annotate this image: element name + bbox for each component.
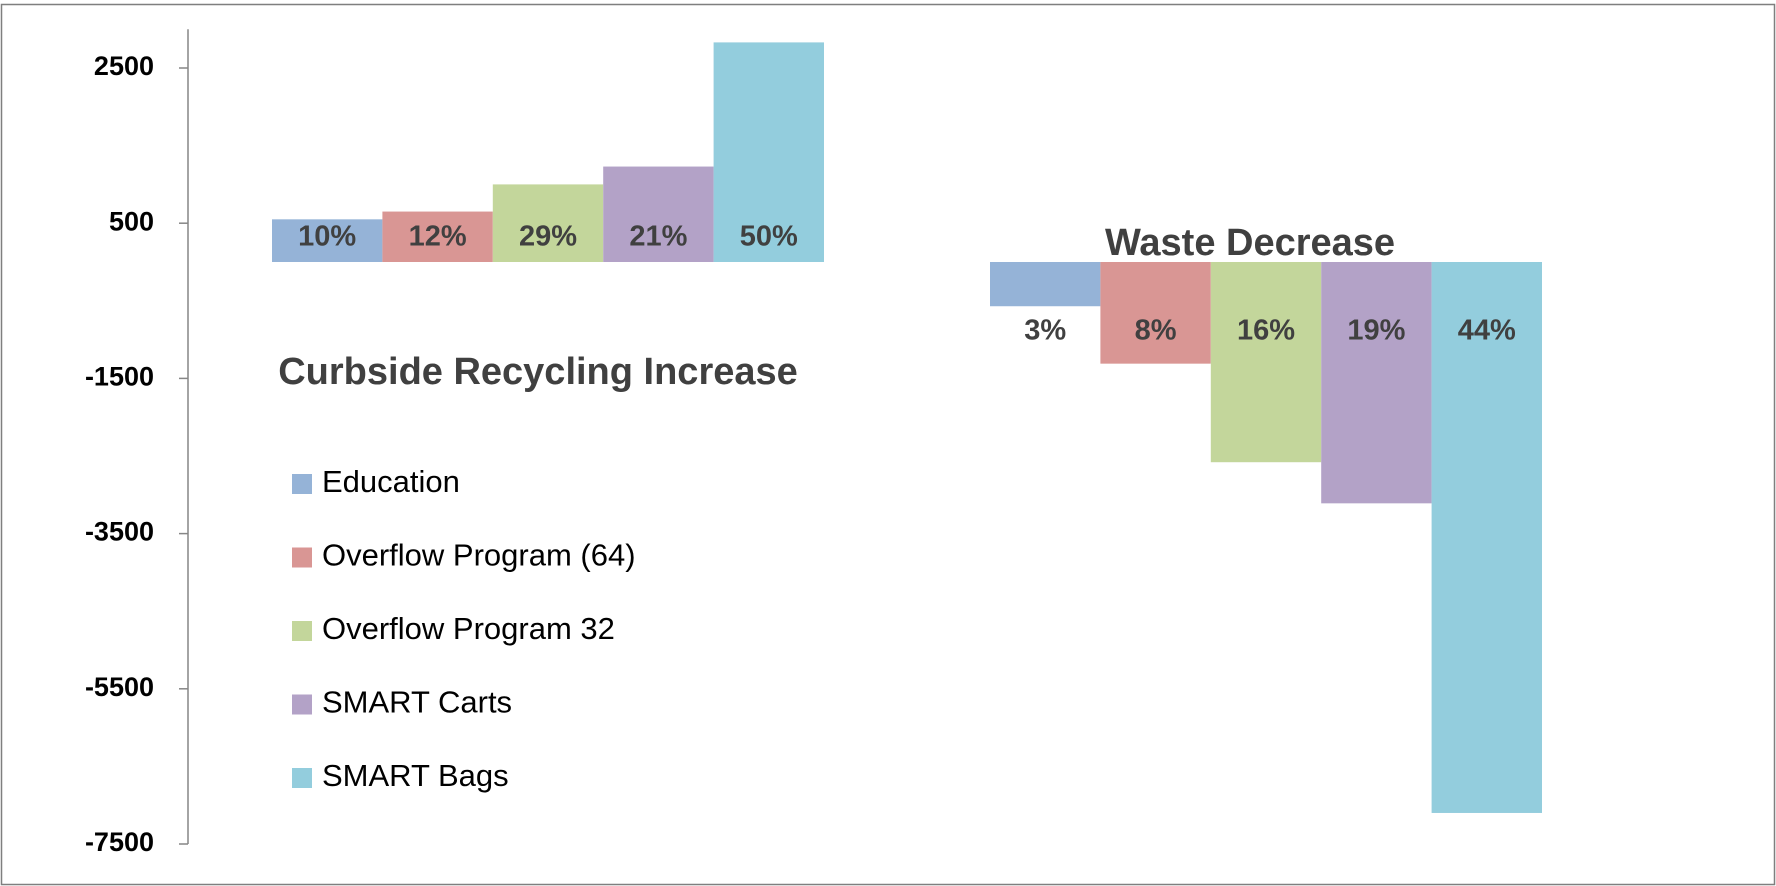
bar (382, 211, 493, 262)
bar (1210, 262, 1322, 463)
legend-label: Overflow Program (64) (322, 538, 636, 573)
bar (990, 262, 1101, 307)
legend-label: Education (322, 464, 460, 499)
data-label: 8% (1135, 315, 1177, 347)
y-tick-label: 2500 (94, 51, 154, 81)
bar (492, 184, 604, 262)
y-tick-label: -1500 (85, 362, 154, 392)
bar (1321, 262, 1432, 504)
legend-swatch (292, 474, 312, 494)
legend-swatch (292, 694, 312, 715)
legend-swatch (292, 768, 312, 788)
data-label: 50% (740, 221, 798, 253)
category-label: Curbside Recycling Increase (278, 351, 798, 393)
bar (272, 219, 383, 262)
bar (603, 166, 714, 262)
data-label: 16% (1237, 315, 1295, 347)
category-label: Waste Decrease (1105, 222, 1395, 264)
y-tick-label: -7500 (85, 827, 154, 857)
bar (1100, 262, 1211, 364)
y-tick-label: 500 (109, 206, 154, 236)
y-tick-label: -3500 (85, 517, 154, 547)
chart-border (0, 3, 1776, 886)
data-label: 19% (1347, 315, 1405, 347)
bar (1431, 262, 1542, 813)
data-label: 29% (519, 221, 577, 253)
legend-swatch (292, 547, 312, 568)
legend-label: Overflow Program 32 (322, 611, 615, 646)
y-tick-label: -5500 (85, 672, 154, 702)
data-label: 10% (298, 221, 356, 253)
legend-swatch (292, 621, 312, 641)
legend-label: SMART Bags (322, 758, 509, 793)
bar (713, 42, 824, 262)
data-label: 21% (629, 221, 687, 253)
data-label: 12% (409, 221, 467, 253)
data-label: 44% (1458, 315, 1516, 347)
data-label: 3% (1024, 315, 1066, 347)
legend-label: SMART Carts (322, 685, 512, 720)
